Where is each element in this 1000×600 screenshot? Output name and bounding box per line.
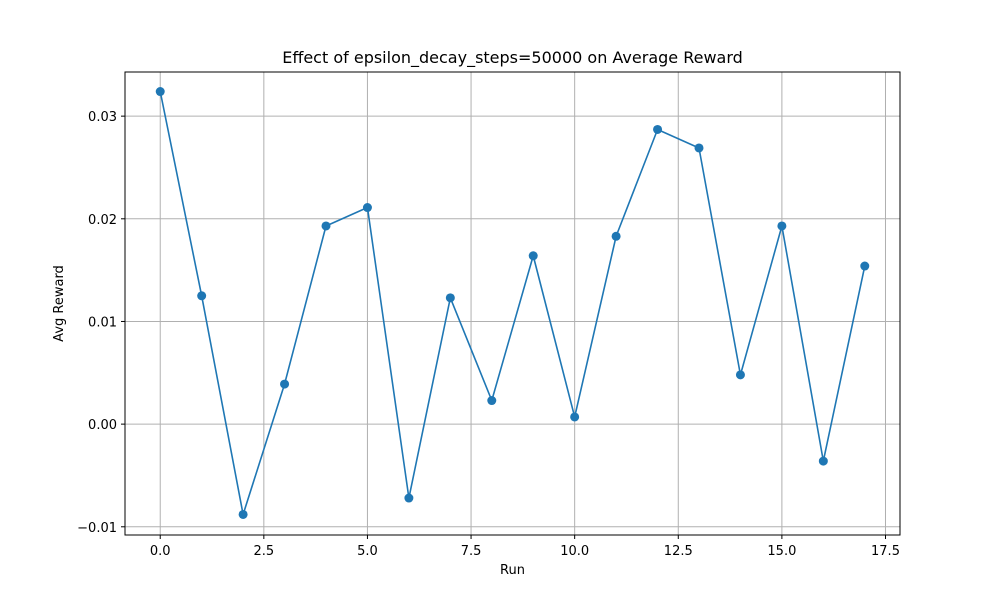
data-point — [238, 509, 248, 519]
x-tick-label: 7.5 — [461, 544, 482, 559]
data-point — [777, 221, 787, 231]
y-axis-ticks: −0.01 0.00 0.01 0.02 0.03 — [77, 110, 125, 536]
data-point — [735, 370, 745, 380]
y-tick-label: 0.03 — [88, 110, 117, 125]
data-point — [321, 221, 331, 231]
x-tick-label: 5.0 — [357, 544, 378, 559]
plot-area-frame — [124, 71, 901, 536]
data-point — [445, 293, 455, 303]
series-layer — [155, 87, 870, 519]
y-tick-label: 0.00 — [88, 418, 117, 433]
x-tick-label: 15.0 — [767, 544, 796, 559]
x-tick-label: 17.5 — [871, 544, 900, 559]
y-tick-label: 0.02 — [88, 213, 117, 228]
data-point — [528, 251, 538, 261]
data-point — [404, 493, 414, 503]
x-axis-ticks: 0.0 2.5 5.0 7.5 10.0 12.5 15.0 17.5 — [150, 535, 900, 559]
series-line — [159, 91, 866, 516]
data-point — [487, 396, 497, 406]
data-point — [653, 124, 663, 134]
x-tick-label: 10.0 — [560, 544, 589, 559]
x-tick-label: 12.5 — [664, 544, 693, 559]
y-tick-label: 0.01 — [88, 315, 117, 330]
data-point — [694, 143, 704, 153]
data-point — [860, 261, 870, 271]
data-point — [362, 203, 372, 213]
x-tick-label: 0.0 — [150, 544, 171, 559]
x-tick-label: 2.5 — [253, 544, 274, 559]
data-point — [280, 379, 290, 389]
data-point — [197, 291, 207, 301]
y-tick-label: −0.01 — [77, 521, 117, 536]
x-axis-label: Run — [500, 563, 525, 578]
data-point — [570, 412, 580, 422]
data-point — [818, 456, 828, 466]
y-axis-label: Avg Reward — [52, 265, 67, 342]
data-point — [155, 87, 165, 97]
data-point — [611, 231, 621, 241]
chart-title: Effect of epsilon_decay_steps=50000 on A… — [282, 48, 743, 68]
grid — [125, 72, 900, 535]
